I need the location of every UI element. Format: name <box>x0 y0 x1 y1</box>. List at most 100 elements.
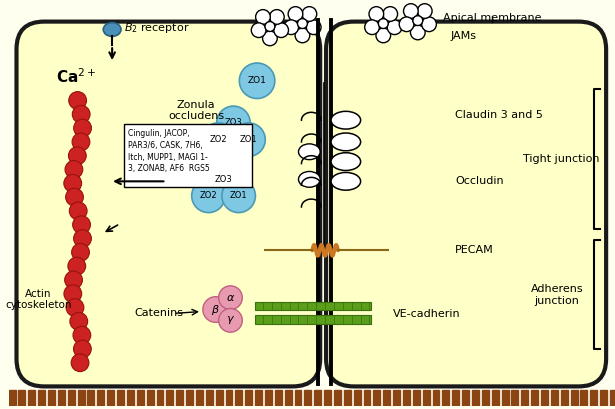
Circle shape <box>269 10 284 24</box>
Circle shape <box>369 7 384 21</box>
Bar <box>167 390 173 406</box>
Text: PECAM: PECAM <box>455 245 494 255</box>
Bar <box>77 390 84 406</box>
Circle shape <box>288 7 303 21</box>
Bar <box>245 390 252 406</box>
Circle shape <box>383 7 397 21</box>
Text: Occludin: Occludin <box>455 176 504 187</box>
Circle shape <box>74 119 92 137</box>
Circle shape <box>73 216 90 234</box>
Text: ZO1: ZO1 <box>240 135 257 144</box>
Text: ZO1: ZO1 <box>230 191 247 200</box>
Bar <box>393 390 400 406</box>
FancyBboxPatch shape <box>17 22 320 387</box>
Bar <box>581 390 587 406</box>
Bar <box>571 390 577 406</box>
Circle shape <box>70 312 88 330</box>
Circle shape <box>232 123 265 156</box>
Bar <box>216 390 223 406</box>
Circle shape <box>69 92 87 109</box>
Bar <box>137 390 144 406</box>
Bar <box>177 390 183 406</box>
Bar <box>462 390 469 406</box>
Text: JAMs: JAMs <box>450 31 477 41</box>
Text: Catenins: Catenins <box>134 308 183 319</box>
Circle shape <box>68 147 86 164</box>
Circle shape <box>376 28 391 43</box>
Circle shape <box>72 133 90 151</box>
Bar <box>442 390 450 406</box>
Bar <box>590 390 597 406</box>
Circle shape <box>73 326 91 344</box>
Circle shape <box>413 16 423 25</box>
Bar <box>48 390 55 406</box>
Bar <box>38 390 45 406</box>
Circle shape <box>218 286 242 310</box>
Bar <box>295 390 301 406</box>
Bar <box>423 390 430 406</box>
Bar <box>541 390 548 406</box>
Circle shape <box>203 297 229 322</box>
Circle shape <box>64 285 82 303</box>
Circle shape <box>265 22 275 31</box>
Bar <box>58 390 65 406</box>
Circle shape <box>65 161 83 178</box>
Circle shape <box>73 106 90 123</box>
Circle shape <box>71 354 89 372</box>
Bar <box>265 390 272 406</box>
Text: ZO3: ZO3 <box>224 118 242 127</box>
Circle shape <box>302 7 317 21</box>
Circle shape <box>222 179 255 213</box>
Bar <box>551 390 558 406</box>
Text: Apical membrane: Apical membrane <box>443 13 541 23</box>
Bar <box>314 390 321 406</box>
Circle shape <box>256 10 270 24</box>
Bar <box>492 390 499 406</box>
Bar <box>363 390 370 406</box>
Circle shape <box>306 20 321 35</box>
Text: Claudin 3 and 5: Claudin 3 and 5 <box>455 110 543 120</box>
Circle shape <box>66 299 84 317</box>
Bar <box>285 390 292 406</box>
Ellipse shape <box>331 111 360 129</box>
Circle shape <box>216 106 250 139</box>
Circle shape <box>239 63 275 99</box>
Bar <box>610 390 615 406</box>
Bar <box>600 390 607 406</box>
Circle shape <box>68 257 85 275</box>
Circle shape <box>274 23 288 38</box>
Bar <box>354 390 360 406</box>
FancyBboxPatch shape <box>326 22 606 387</box>
Bar <box>206 390 213 406</box>
Circle shape <box>284 20 298 35</box>
Circle shape <box>65 271 82 289</box>
Ellipse shape <box>298 171 320 187</box>
Bar <box>403 390 410 406</box>
Circle shape <box>64 174 82 192</box>
Bar <box>413 390 420 406</box>
Circle shape <box>365 20 379 35</box>
FancyBboxPatch shape <box>124 124 252 187</box>
Bar <box>28 390 35 406</box>
Circle shape <box>74 229 92 247</box>
Bar <box>522 390 528 406</box>
Bar <box>87 390 94 406</box>
Circle shape <box>69 202 87 220</box>
Bar <box>146 390 154 406</box>
Bar <box>383 390 390 406</box>
Bar <box>502 390 509 406</box>
Bar <box>275 390 282 406</box>
Bar <box>482 390 489 406</box>
Bar <box>255 301 371 310</box>
Circle shape <box>263 31 277 46</box>
Circle shape <box>192 179 225 213</box>
Bar <box>304 390 311 406</box>
Bar <box>127 390 134 406</box>
Text: $\mathbf{Ca}^{2+}$: $\mathbf{Ca}^{2+}$ <box>56 67 96 86</box>
Text: $\alpha$: $\alpha$ <box>226 293 235 303</box>
Circle shape <box>202 123 235 156</box>
Bar <box>68 390 74 406</box>
Circle shape <box>218 308 242 332</box>
Circle shape <box>66 188 84 206</box>
Bar <box>107 390 114 406</box>
